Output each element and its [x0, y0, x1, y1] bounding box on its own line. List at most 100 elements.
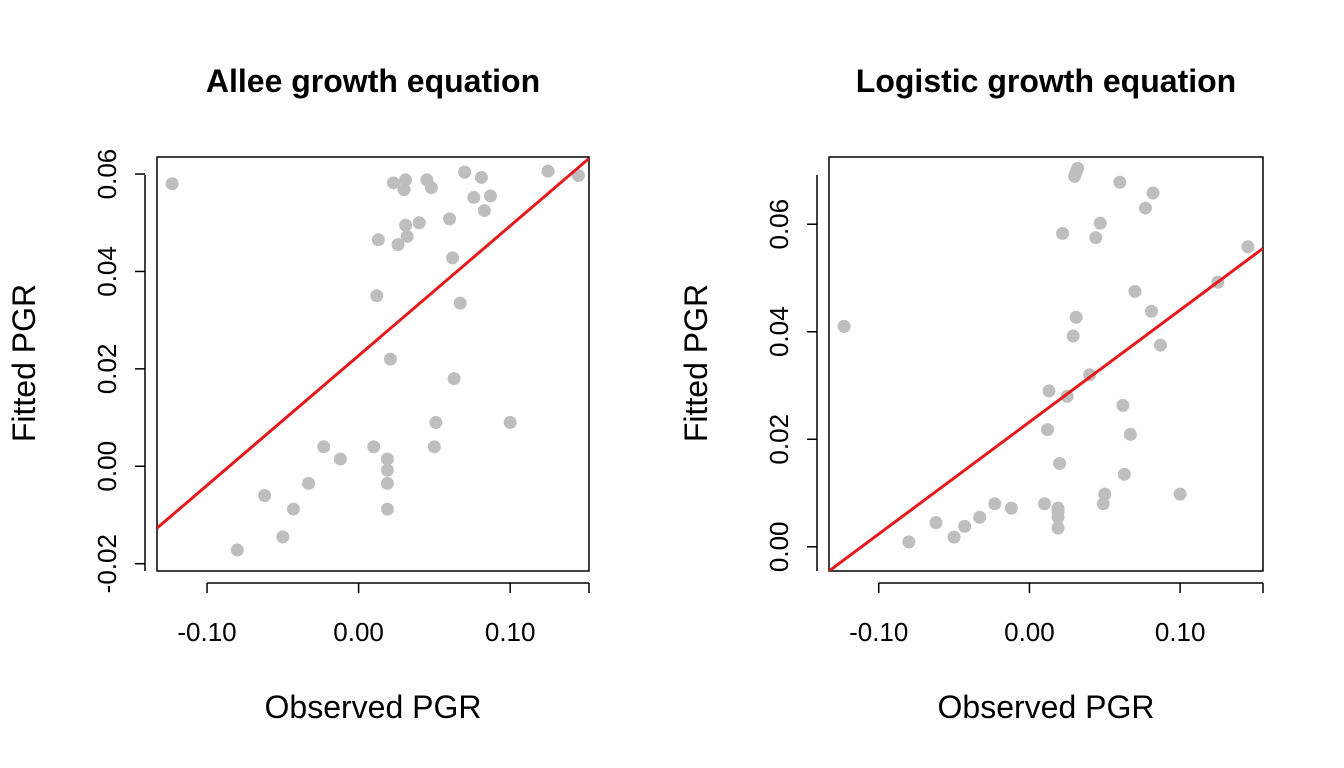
logistic-data-point — [1037, 497, 1051, 511]
allee-data-point — [467, 190, 481, 204]
allee-data-point — [317, 440, 331, 454]
logistic-x-tick-label: 0.00 — [1004, 617, 1055, 647]
logistic-title: Logistic growth equation — [856, 63, 1236, 99]
allee-data-point — [367, 440, 381, 454]
logistic-data-point — [1113, 175, 1127, 189]
logistic-data-point — [1042, 384, 1056, 398]
logistic-data-point — [973, 510, 987, 524]
allee-data-point — [230, 543, 244, 557]
logistic-data-point — [1123, 427, 1137, 441]
logistic-y-tick-label: 0.02 — [764, 414, 794, 465]
logistic-y-tick-label: 0.00 — [764, 522, 794, 573]
logistic-data-point — [988, 497, 1002, 511]
logistic-data-point — [902, 535, 916, 549]
logistic-data-point — [958, 519, 972, 533]
logistic-data-point — [837, 319, 851, 333]
allee-y-tick-label: 0.00 — [92, 441, 122, 492]
logistic-data-point — [1071, 161, 1085, 175]
logistic-panel: Logistic growth equation Observed PGR Fi… — [678, 63, 1264, 725]
allee-data-point — [483, 189, 497, 203]
logistic-data-point — [1098, 487, 1112, 501]
allee-data-point — [371, 233, 385, 247]
allee-data-point — [380, 452, 394, 466]
allee-data-point — [333, 452, 347, 466]
allee-data-point — [458, 165, 472, 179]
allee-y-axis-label: Fitted PGR — [6, 284, 42, 442]
logistic-data-point — [1146, 186, 1160, 200]
logistic-data-point — [1069, 310, 1083, 324]
allee-data-point — [380, 476, 394, 490]
logistic-plot-area — [829, 161, 1263, 571]
logistic-data-point — [1066, 329, 1080, 343]
allee-y-tick-label: 0.06 — [92, 149, 122, 200]
allee-data-point — [386, 176, 400, 190]
logistic-fit-line — [829, 247, 1263, 571]
allee-data-point — [400, 229, 414, 243]
allee-data-point — [477, 204, 491, 218]
logistic-x-tick-label: -0.10 — [849, 617, 908, 647]
logistic-data-point — [1093, 216, 1107, 230]
allee-x-axis-label: Observed PGR — [265, 689, 482, 725]
logistic-data-point — [1051, 501, 1065, 515]
allee-fit-line — [157, 157, 589, 530]
allee-x-tick-label: -0.10 — [177, 617, 236, 647]
logistic-data-point — [1004, 501, 1018, 515]
allee-title: Allee growth equation — [206, 63, 540, 99]
logistic-y-axis-label: Fitted PGR — [678, 284, 714, 442]
allee-y-tick-label: -0.02 — [92, 534, 122, 593]
allee-data-point — [397, 183, 411, 197]
logistic-data-point — [947, 530, 961, 544]
logistic-data-point — [1117, 467, 1131, 481]
logistic-data-point — [1116, 398, 1130, 412]
allee-data-point — [165, 177, 179, 191]
allee-data-point — [380, 463, 394, 477]
logistic-x-axis-label: Observed PGR — [938, 689, 1155, 725]
allee-data-point — [383, 352, 397, 366]
logistic-x-tick-label: 0.10 — [1155, 617, 1206, 647]
allee-data-point — [286, 502, 300, 516]
logistic-data-point — [1053, 456, 1067, 470]
allee-data-point — [446, 251, 460, 265]
logistic-data-point — [1056, 226, 1070, 240]
logistic-data-point — [1144, 304, 1158, 318]
allee-data-point — [302, 476, 316, 490]
allee-y-tick-label: 0.02 — [92, 344, 122, 395]
logistic-data-point — [1128, 284, 1142, 298]
allee-data-point — [453, 296, 467, 310]
logistic-data-point — [1041, 423, 1055, 437]
logistic-plot-frame — [828, 156, 1264, 572]
allee-data-point — [447, 372, 461, 386]
allee-data-point — [370, 289, 384, 303]
logistic-y-tick-label: 0.04 — [764, 306, 794, 357]
allee-x-tick-label: 0.10 — [485, 617, 536, 647]
logistic-data-point — [1138, 201, 1152, 215]
allee-data-point — [276, 530, 290, 544]
allee-data-point — [474, 170, 488, 184]
logistic-data-point — [1241, 240, 1255, 254]
allee-data-point — [412, 216, 426, 230]
allee-data-point — [399, 173, 413, 187]
allee-data-point — [541, 164, 555, 178]
logistic-data-point — [1051, 521, 1065, 535]
allee-plot-frame — [156, 156, 590, 572]
logistic-data-point — [1173, 487, 1187, 501]
logistic-data-point — [929, 516, 943, 530]
allee-data-point — [503, 415, 517, 429]
allee-data-point — [258, 489, 272, 503]
allee-data-point — [399, 218, 413, 232]
logistic-data-point — [1096, 497, 1110, 511]
allee-x-tick-label: 0.00 — [333, 617, 384, 647]
allee-plot-area — [157, 157, 589, 557]
allee-data-point — [427, 440, 441, 454]
allee-data-point — [380, 502, 394, 516]
allee-panel: Allee growth equation Observed PGR Fitte… — [6, 63, 590, 725]
allee-data-point — [391, 238, 405, 252]
logistic-y-tick-label: 0.06 — [764, 199, 794, 250]
logistic-data-point — [1089, 231, 1103, 245]
logistic-data-point — [1154, 338, 1168, 352]
allee-data-point — [443, 212, 457, 226]
allee-y-tick-label: 0.04 — [92, 246, 122, 297]
allee-data-point — [424, 181, 438, 195]
allee-data-point — [429, 415, 443, 429]
